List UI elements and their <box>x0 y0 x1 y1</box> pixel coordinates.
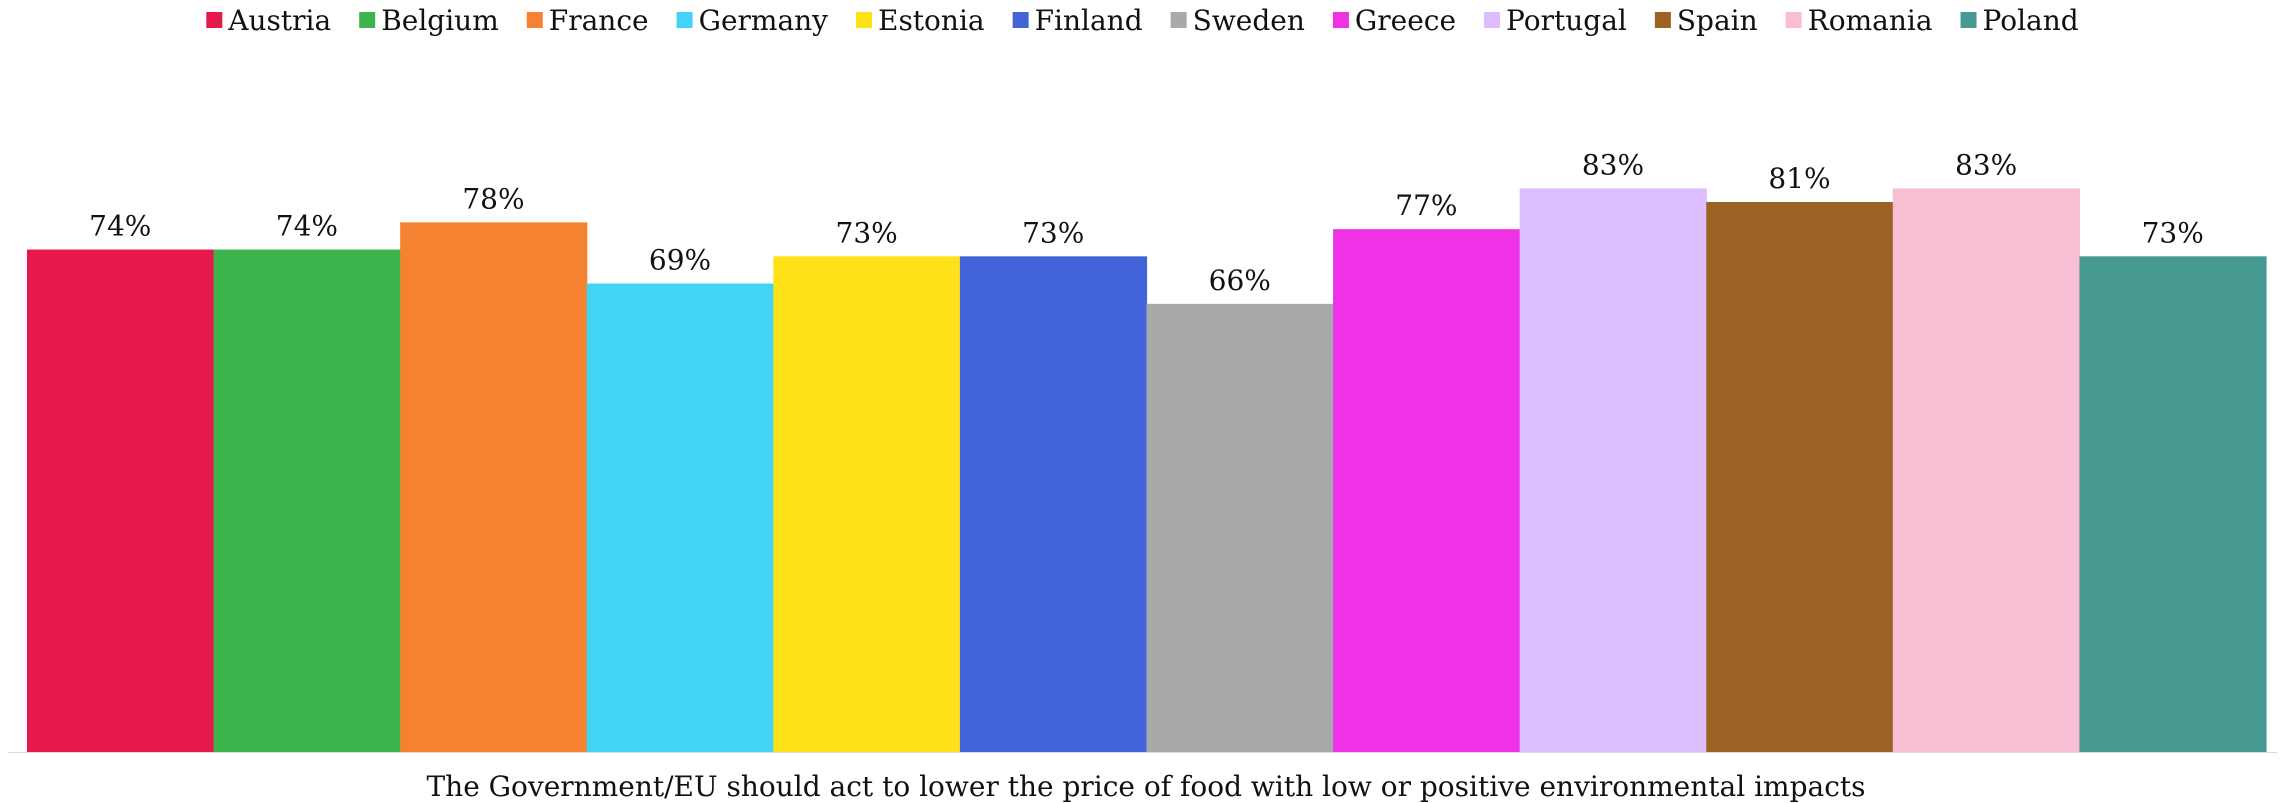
bar-france <box>400 222 588 752</box>
legend-item-estonia: Estonia <box>856 4 985 37</box>
data-labels: 74% 74% 78% 69% 73% 73% 66% 77% 83% 81% 83% 73% <box>89 148 2204 296</box>
legend: Austria Belgium France Germany Estonia Finlan… <box>206 4 2079 37</box>
legend-item-greece: Greece <box>1332 4 1456 37</box>
category-label: The Government/EU should act to lower th… <box>427 770 1866 803</box>
bar-germany <box>586 283 774 752</box>
bar-romania <box>1892 188 2081 752</box>
bar-poland <box>2079 256 2267 752</box>
bar-spain <box>1706 202 1894 752</box>
data-label-germany: 69% <box>649 243 711 276</box>
data-label-sweden: 66% <box>1209 264 1271 297</box>
plot-area: 74% 74% 78% 69% 73% 73% 66% 77% 83% 81% 83% 73% <box>8 148 2277 753</box>
legend-swatch-romania <box>1785 12 1802 28</box>
legend-swatch-portugal <box>1484 12 1501 28</box>
data-label-portugal: 83% <box>1582 148 1644 181</box>
data-label-greece: 77% <box>1395 189 1457 222</box>
data-label-spain: 81% <box>1768 162 1830 195</box>
legend-item-sweden: Sweden <box>1170 4 1305 37</box>
legend-label-france: France <box>549 4 649 37</box>
data-label-finland: 73% <box>1022 216 1084 249</box>
bar-sweden <box>1146 303 1334 752</box>
bar-portugal <box>1519 188 1707 752</box>
data-label-estonia: 73% <box>836 216 898 249</box>
bar-austria <box>27 249 215 753</box>
legend-label-greece: Greece <box>1355 4 1456 37</box>
legend-label-finland: Finland <box>1035 4 1143 37</box>
bar-greece <box>1333 229 1521 753</box>
legend-label-romania: Romania <box>1808 4 1933 37</box>
data-label-romania: 83% <box>1955 148 2017 181</box>
bar-belgium <box>213 249 401 753</box>
data-label-poland: 73% <box>2142 216 2204 249</box>
bars <box>27 188 2267 753</box>
legend-swatch-france <box>526 12 543 28</box>
legend-swatch-finland <box>1012 12 1029 28</box>
legend-swatch-germany <box>676 12 693 28</box>
legend-label-sweden: Sweden <box>1193 4 1305 37</box>
legend-item-spain: Spain <box>1654 4 1758 37</box>
legend-label-belgium: Belgium <box>381 4 499 37</box>
legend-item-france: France <box>526 4 649 37</box>
legend-label-portugal: Portugal <box>1506 4 1627 37</box>
legend-swatch-greece <box>1332 12 1349 28</box>
data-label-belgium: 74% <box>276 210 338 243</box>
legend-swatch-spain <box>1654 12 1671 28</box>
legend-swatch-austria <box>206 12 223 28</box>
legend-label-germany: Germany <box>699 4 829 37</box>
data-label-austria: 74% <box>89 210 151 243</box>
legend-item-poland: Poland <box>1960 4 2079 37</box>
legend-swatch-belgium <box>359 12 376 28</box>
legend-swatch-sweden <box>1170 12 1187 28</box>
legend-label-spain: Spain <box>1677 4 1758 37</box>
legend-item-romania: Romania <box>1785 4 1933 37</box>
legend-label-austria: Austria <box>227 4 331 37</box>
bar-estonia <box>773 256 961 752</box>
data-label-france: 78% <box>462 182 524 215</box>
legend-item-finland: Finland <box>1012 4 1143 37</box>
legend-item-belgium: Belgium <box>359 4 499 37</box>
legend-item-austria: Austria <box>206 4 331 37</box>
legend-swatch-poland <box>1960 12 1977 28</box>
bar-finland <box>959 256 1148 752</box>
legend-swatch-estonia <box>856 12 873 28</box>
legend-label-estonia: Estonia <box>878 4 985 37</box>
legend-item-portugal: Portugal <box>1484 4 1627 37</box>
legend-label-poland: Poland <box>1983 4 2079 37</box>
legend-item-germany: Germany <box>676 4 829 37</box>
